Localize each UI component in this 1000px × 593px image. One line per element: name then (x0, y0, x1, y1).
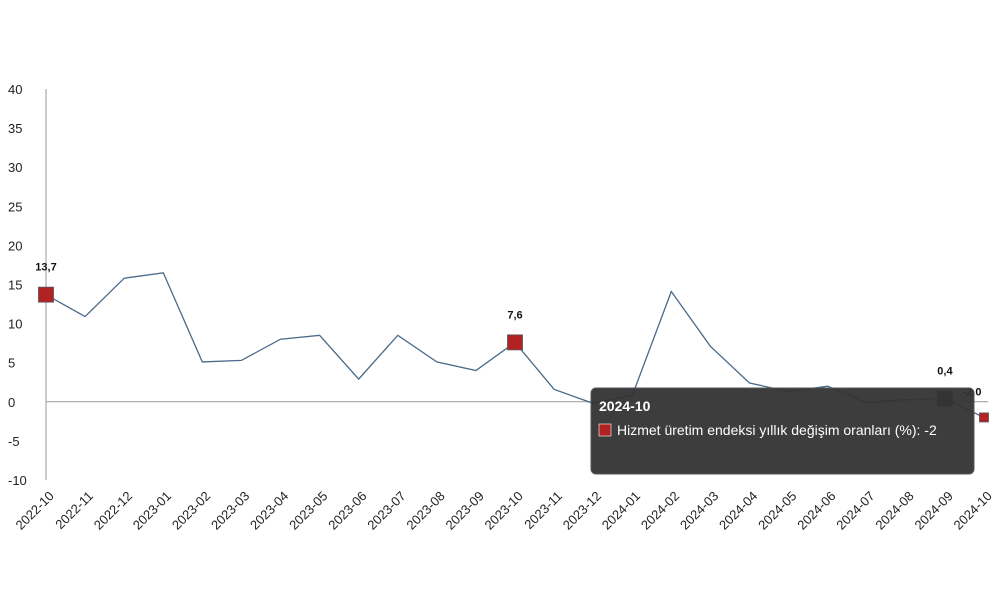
x-tick-label: 2024-04 (716, 488, 760, 532)
x-tick-label: 2023-02 (169, 488, 213, 532)
x-tick-label: 2023-07 (364, 488, 408, 532)
data-point-marker[interactable] (507, 334, 523, 351)
x-tick-label: 2023-06 (325, 488, 369, 532)
x-tick-label: 2023-11 (521, 488, 565, 532)
x-tick-label: 2023-09 (442, 488, 486, 532)
data-labels: 13,77,60,4-2,0 (35, 262, 981, 399)
tooltip-background (590, 387, 975, 475)
x-tick-label: 2024-08 (872, 488, 916, 532)
data-label: 13,7 (35, 262, 56, 274)
x-tick-label: 2024-05 (755, 488, 799, 532)
x-tick-label: 2024-03 (677, 488, 721, 532)
data-point-marker[interactable] (38, 286, 54, 303)
x-tick-label: 2023-12 (560, 488, 604, 532)
x-tick-label: 2023-10 (482, 488, 526, 532)
x-tick-label: 2024-01 (599, 488, 643, 532)
y-tick-label: 25 (8, 199, 22, 214)
y-tick-label: 30 (8, 160, 22, 175)
y-tick-labels: -10 -5 0 5 10 15 20 25 30 35 40 (8, 82, 27, 488)
x-tick-label: 2023-08 (403, 488, 447, 532)
x-tick-label: 2022-11 (52, 488, 96, 532)
x-tick-label: 2023-04 (247, 488, 291, 532)
tooltip-title: 2024-10 (599, 398, 651, 414)
x-tick-label: 2024-10 (951, 488, 995, 532)
x-tick-label: 2022-10 (13, 488, 57, 532)
y-tick-label: -5 (8, 434, 20, 449)
x-tick-label: 2022-12 (91, 488, 135, 532)
data-label: 7,6 (507, 309, 522, 321)
x-tick-label: 2023-05 (286, 488, 330, 532)
y-tick-label: 40 (8, 82, 22, 97)
x-tick-label: 2024-07 (833, 488, 877, 532)
y-tick-label: 0 (8, 395, 15, 410)
x-tick-label: 2023-03 (208, 488, 252, 532)
data-point-marker[interactable] (979, 412, 989, 423)
x-tick-label: 2024-09 (911, 488, 955, 532)
x-tick-label: 2023-01 (130, 488, 174, 532)
y-tick-label: 15 (8, 278, 22, 293)
data-label: 0,4 (937, 366, 953, 378)
x-tick-labels: 2022-102022-112022-122023-012023-022023-… (13, 488, 995, 532)
y-tick-label: 20 (8, 238, 22, 253)
tooltip-swatch (598, 423, 612, 437)
x-tick-label: 2024-06 (794, 488, 838, 532)
y-tick-label: 10 (8, 317, 22, 332)
y-tick-label: 35 (8, 121, 22, 136)
tooltip: 2024-10 Hizmet üretim endeksi yıllık değ… (590, 387, 975, 475)
y-tick-label: 5 (8, 356, 15, 371)
x-tick-label: 2024-02 (638, 488, 682, 532)
y-tick-label: -10 (8, 473, 27, 488)
tooltip-text: Hizmet üretim endeksi yıllık değişim ora… (617, 422, 937, 438)
